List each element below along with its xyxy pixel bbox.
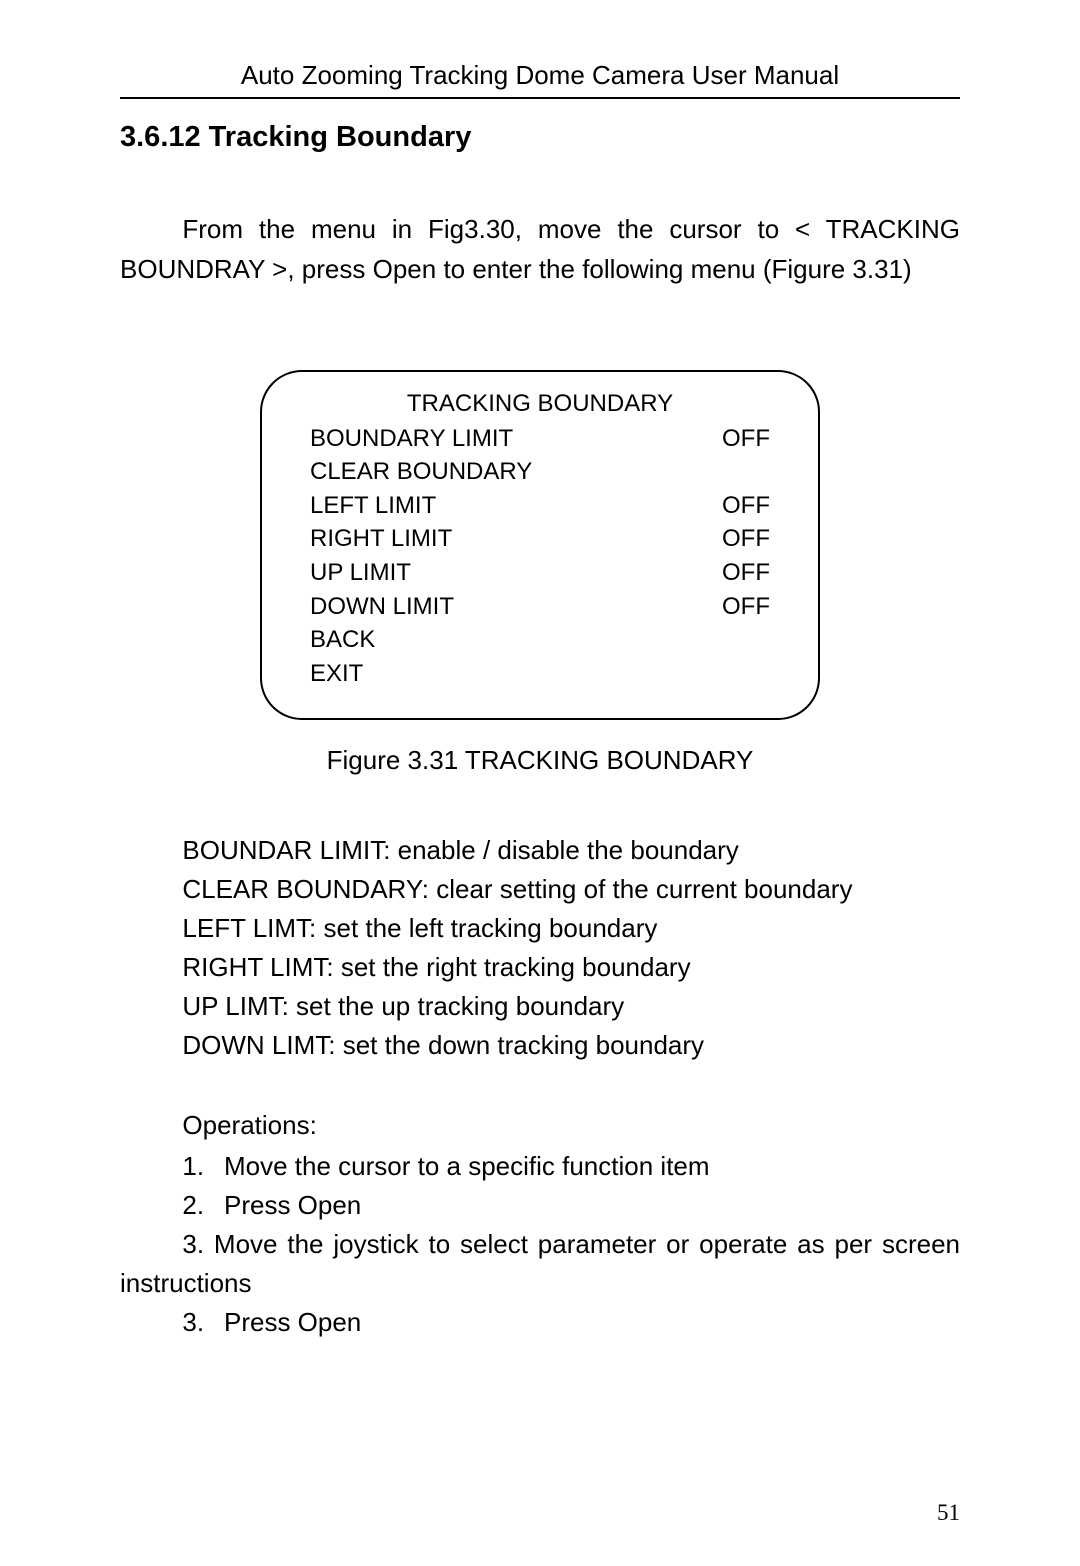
section-heading: 3.6.12 Tracking Boundary (120, 121, 960, 154)
ops-text: Move the cursor to a specific function i… (224, 1151, 710, 1181)
menu-row-label: EXIT (310, 657, 363, 691)
operations-title: Operations: (182, 1110, 960, 1141)
header-divider (120, 97, 960, 99)
intro-paragraph: From the menu in Fig3.30, move the curso… (120, 209, 960, 290)
menu-row-label: DOWN LIMIT (310, 590, 454, 624)
ops-num: 1. (182, 1147, 224, 1186)
operations-item: 1.Move the cursor to a specific function… (182, 1147, 960, 1186)
menu-row-value: OFF (722, 422, 770, 456)
menu-row-label: CLEAR BOUNDARY (310, 455, 532, 489)
menu-row: CLEAR BOUNDARY (310, 455, 770, 489)
menu-row-value: OFF (722, 590, 770, 624)
menu-row-value: OFF (722, 489, 770, 523)
ops-num: 2. (182, 1186, 224, 1225)
operations-item-wrapped: 3. Move the joystick to select parameter… (120, 1225, 960, 1303)
menu-row-label: BOUNDARY LIMIT (310, 422, 513, 456)
page-header: Auto Zooming Tracking Dome Camera User M… (120, 60, 960, 91)
description-line: CLEAR BOUNDARY: clear setting of the cur… (182, 870, 960, 909)
menu-row: EXIT (310, 657, 770, 691)
operations-item: 3.Press Open (182, 1303, 960, 1342)
menu-row-label: LEFT LIMIT (310, 489, 436, 523)
menu-row-value: OFF (722, 556, 770, 590)
menu-row: BOUNDARY LIMIT OFF (310, 422, 770, 456)
menu-row-label: BACK (310, 623, 375, 657)
menu-row: LEFT LIMIT OFF (310, 489, 770, 523)
menu-row: BACK (310, 623, 770, 657)
description-line: BOUNDAR LIMIT: enable / disable the boun… (182, 831, 960, 870)
figure-caption: Figure 3.31 TRACKING BOUNDARY (120, 745, 960, 776)
menu-title: TRACKING BOUNDARY (310, 390, 770, 418)
menu-row: DOWN LIMIT OFF (310, 590, 770, 624)
operations-item: 2.Press Open (182, 1186, 960, 1225)
menu-row-label: UP LIMIT (310, 556, 411, 590)
description-block: BOUNDAR LIMIT: enable / disable the boun… (182, 831, 960, 1065)
page-number: 51 (937, 1500, 960, 1526)
description-line: UP LIMT: set the up tracking boundary (182, 987, 960, 1026)
menu-row-label: RIGHT LIMIT (310, 522, 452, 556)
menu-row-value: OFF (722, 522, 770, 556)
description-line: LEFT LIMT: set the left tracking boundar… (182, 909, 960, 948)
ops-num: 3. (182, 1303, 224, 1342)
ops-text: Press Open (224, 1307, 361, 1337)
description-line: RIGHT LIMT: set the right tracking bound… (182, 948, 960, 987)
menu-row: UP LIMIT OFF (310, 556, 770, 590)
menu-box: TRACKING BOUNDARY BOUNDARY LIMIT OFF CLE… (260, 370, 820, 721)
menu-row: RIGHT LIMIT OFF (310, 522, 770, 556)
ops-text: Press Open (224, 1190, 361, 1220)
description-line: DOWN LIMT: set the down tracking boundar… (182, 1026, 960, 1065)
